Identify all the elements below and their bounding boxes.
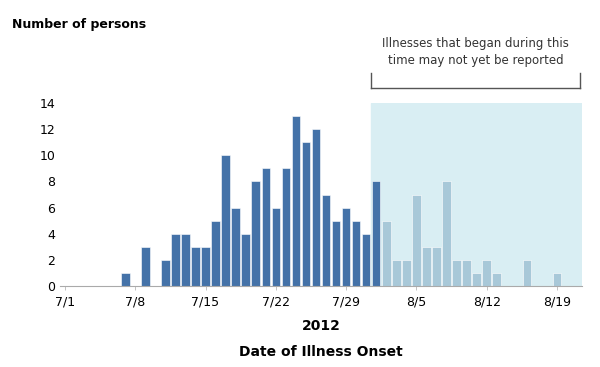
- Bar: [352, 221, 361, 286]
- Bar: [472, 273, 481, 286]
- Bar: [372, 181, 380, 286]
- Bar: [201, 247, 210, 286]
- Bar: [322, 195, 330, 286]
- Bar: [262, 168, 270, 286]
- Bar: [302, 142, 310, 286]
- Bar: [342, 208, 350, 286]
- Bar: [171, 234, 180, 286]
- Bar: [442, 181, 451, 286]
- Bar: [141, 247, 149, 286]
- Bar: [332, 221, 340, 286]
- Bar: [221, 155, 230, 286]
- Bar: [402, 260, 410, 286]
- Bar: [181, 234, 190, 286]
- Bar: [121, 273, 130, 286]
- Bar: [371, 103, 582, 286]
- Bar: [462, 260, 471, 286]
- Text: Number of persons: Number of persons: [12, 18, 146, 31]
- Text: 2012: 2012: [302, 319, 340, 333]
- Bar: [382, 221, 391, 286]
- Bar: [412, 195, 421, 286]
- Bar: [281, 168, 290, 286]
- Bar: [191, 247, 200, 286]
- Bar: [432, 247, 441, 286]
- Bar: [422, 247, 431, 286]
- Bar: [272, 208, 280, 286]
- Bar: [482, 260, 491, 286]
- Bar: [493, 273, 501, 286]
- Bar: [392, 260, 401, 286]
- Bar: [241, 234, 250, 286]
- Bar: [232, 208, 240, 286]
- Bar: [292, 116, 300, 286]
- Text: Date of Illness Onset: Date of Illness Onset: [239, 345, 403, 359]
- Bar: [523, 260, 531, 286]
- Bar: [211, 221, 220, 286]
- Bar: [452, 260, 461, 286]
- Bar: [251, 181, 260, 286]
- Bar: [362, 234, 370, 286]
- Bar: [553, 273, 561, 286]
- Text: Illnesses that began during this
time may not yet be reported: Illnesses that began during this time ma…: [382, 37, 569, 67]
- Bar: [312, 129, 320, 286]
- Bar: [161, 260, 170, 286]
